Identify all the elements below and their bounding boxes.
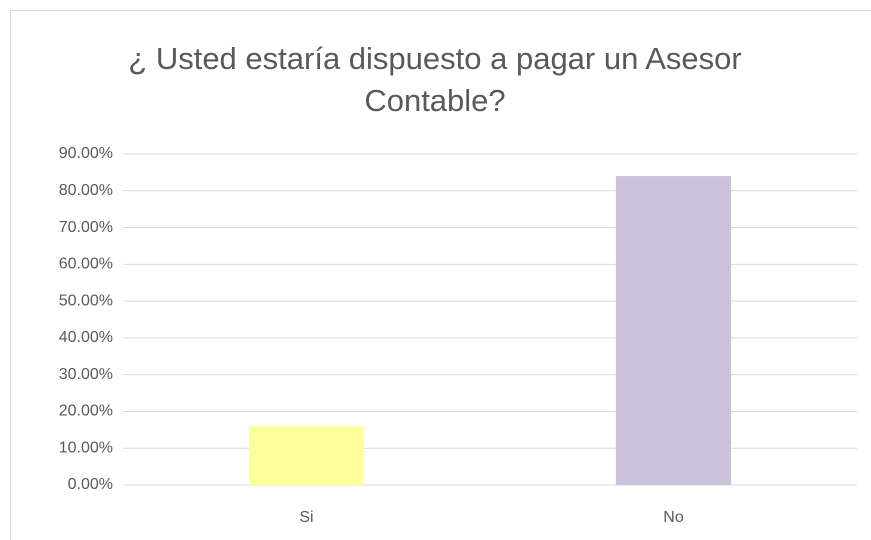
chart-frame	[10, 10, 871, 540]
y-tick-label: 80.00%	[59, 182, 113, 199]
y-tick-label: 40.00%	[59, 329, 113, 346]
y-tick-label: 50.00%	[59, 292, 113, 309]
y-tick-label: 10.00%	[59, 439, 113, 456]
bar	[615, 176, 732, 486]
y-tick-label: 0.00%	[68, 476, 113, 493]
chart-title: ¿ Usted estaría dispuesto a pagar un Ase…	[128, 41, 742, 118]
y-tick-label: 30.00%	[59, 366, 113, 383]
x-tick-label: No	[663, 509, 684, 526]
x-tick-label: Si	[299, 509, 313, 526]
bar	[248, 426, 365, 485]
y-tick-label: 70.00%	[59, 219, 113, 236]
y-tick-label: 60.00%	[59, 256, 113, 273]
y-tick-label: 90.00%	[59, 145, 113, 162]
y-tick-label: 20.00%	[59, 403, 113, 420]
